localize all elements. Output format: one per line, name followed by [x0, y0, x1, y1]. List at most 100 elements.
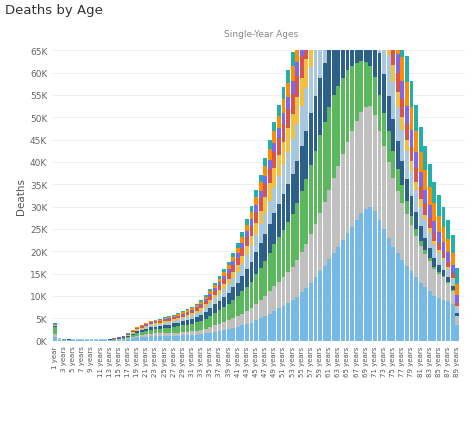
Bar	[172, 315, 176, 316]
Bar	[304, 89, 308, 131]
Bar	[377, 96, 382, 131]
Bar	[286, 83, 290, 98]
Text: Deaths by Age: Deaths by Age	[5, 4, 102, 17]
Bar	[236, 327, 240, 341]
Bar	[428, 248, 432, 259]
Bar	[218, 294, 221, 301]
Bar	[419, 200, 423, 207]
Bar	[185, 312, 190, 313]
Bar	[131, 335, 135, 337]
Bar	[451, 274, 455, 278]
Bar	[419, 207, 423, 227]
Bar	[396, 74, 400, 92]
Bar	[145, 326, 148, 327]
Bar	[455, 306, 459, 308]
Bar	[140, 326, 144, 327]
Bar	[313, 151, 318, 225]
Bar	[268, 225, 272, 253]
Bar	[176, 333, 180, 336]
Bar	[163, 322, 166, 323]
Bar	[209, 291, 212, 294]
Bar	[227, 273, 230, 279]
Bar	[204, 297, 208, 300]
Bar	[185, 325, 190, 332]
Bar	[309, 166, 313, 235]
Bar	[263, 234, 267, 261]
Bar	[149, 323, 153, 325]
Bar	[236, 244, 240, 248]
Bar	[309, 114, 313, 166]
Bar	[423, 204, 427, 215]
Bar	[437, 233, 441, 244]
Bar	[231, 253, 235, 257]
Bar	[240, 292, 244, 314]
Bar	[405, 215, 409, 266]
Bar	[236, 258, 240, 265]
Bar	[167, 321, 171, 322]
Bar	[158, 334, 162, 337]
Bar	[442, 208, 446, 227]
Bar	[396, 192, 400, 254]
Bar	[213, 305, 217, 313]
Bar	[154, 337, 157, 341]
Bar	[259, 192, 263, 199]
Bar	[135, 327, 139, 328]
Bar	[291, 53, 294, 67]
Bar	[190, 311, 194, 314]
Bar	[185, 335, 190, 341]
Bar	[337, 87, 340, 167]
Bar	[240, 276, 244, 292]
Bar	[231, 279, 235, 288]
Bar	[346, 71, 349, 142]
Bar	[391, 151, 395, 178]
Bar	[213, 291, 217, 295]
Bar	[355, 63, 358, 121]
Bar	[451, 253, 455, 265]
Bar	[442, 261, 446, 271]
Bar	[176, 323, 180, 327]
Bar	[218, 290, 221, 294]
Bar	[240, 265, 244, 276]
Bar	[442, 276, 446, 277]
Bar	[57, 340, 62, 341]
Bar	[282, 88, 285, 100]
Bar	[149, 328, 153, 330]
Bar	[263, 316, 267, 341]
Bar	[405, 152, 409, 179]
Bar	[240, 237, 244, 243]
Bar	[108, 340, 112, 341]
Bar	[455, 296, 459, 303]
Bar	[263, 176, 267, 184]
Bar	[213, 325, 217, 332]
Bar	[318, 79, 322, 136]
Bar	[222, 273, 226, 276]
Bar	[209, 333, 212, 341]
Bar	[240, 256, 244, 265]
Bar	[451, 265, 455, 274]
Bar	[195, 304, 199, 305]
Bar	[231, 319, 235, 328]
Bar	[327, 108, 331, 190]
Bar	[277, 106, 281, 116]
Bar	[286, 222, 290, 272]
Bar	[185, 313, 190, 315]
Bar	[172, 336, 176, 341]
Bar	[204, 300, 208, 302]
Bar	[190, 316, 194, 319]
Bar	[167, 336, 171, 341]
Bar	[414, 153, 418, 169]
Bar	[337, 167, 340, 247]
Bar	[446, 283, 450, 302]
Bar	[442, 277, 446, 300]
Bar	[126, 338, 130, 339]
Bar	[149, 325, 153, 328]
Bar	[277, 238, 281, 282]
Bar	[286, 303, 290, 341]
Bar	[355, 121, 358, 221]
Bar	[245, 246, 249, 256]
Bar	[213, 299, 217, 305]
Bar	[195, 317, 199, 322]
Bar	[432, 241, 436, 245]
Bar	[249, 309, 254, 323]
Bar	[181, 312, 185, 313]
